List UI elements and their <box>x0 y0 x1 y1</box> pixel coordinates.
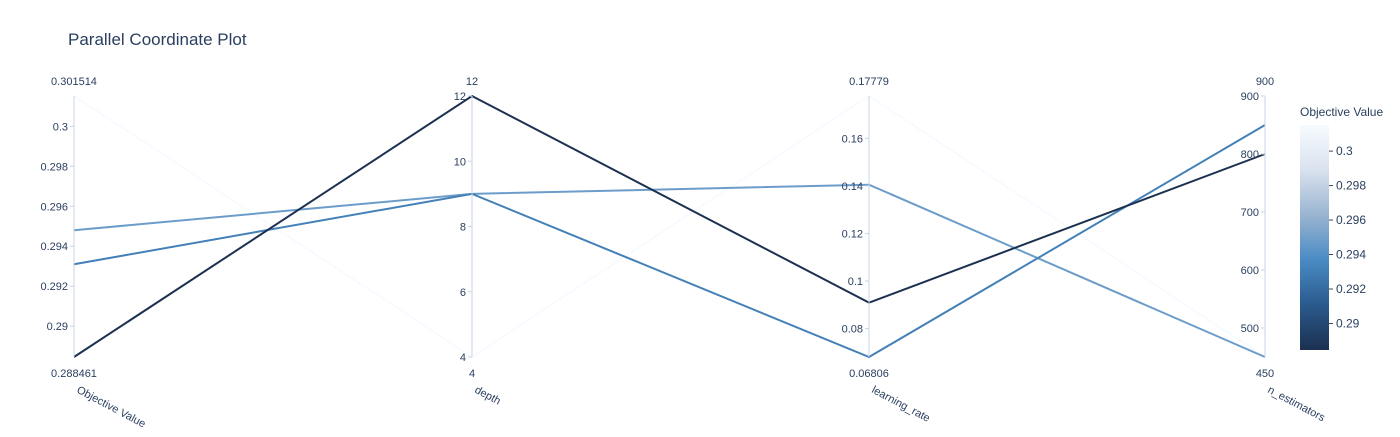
axis-tick-label: 12 <box>454 91 466 103</box>
axis-label: learning_rate <box>870 384 932 425</box>
axis-tick-label: 6 <box>460 287 466 299</box>
data-line-2 <box>73 183 1266 358</box>
axis-range-min: 0.06806 <box>849 368 889 380</box>
axis-range-min: 4 <box>469 368 475 380</box>
axis-label: n_estimators <box>1266 384 1328 424</box>
axis-tick-label: 0.1 <box>848 276 863 288</box>
colorbar-tick-label: 0.298 <box>1336 179 1366 193</box>
axis-tick-label: 0.14 <box>842 181 863 193</box>
colorbar-gradient <box>1300 125 1329 350</box>
axis-tick-label: 0.298 <box>40 161 68 173</box>
axis-range-max: 12 <box>466 76 478 88</box>
data-line-3 <box>73 124 1266 359</box>
axis-tick-label: 0.12 <box>842 228 863 240</box>
colorbar: Objective Value 0.29 0.292 0.294 0.296 0.298 0… <box>1300 105 1383 350</box>
axis-tick-label: 500 <box>1241 323 1259 335</box>
chart-title: Parallel Coordinate Plot <box>68 30 247 49</box>
axis-tick-label: 800 <box>1241 149 1259 161</box>
axis-tick-label: 10 <box>454 156 466 168</box>
axis-label: depth <box>473 384 503 408</box>
colorbar-tick-label: 0.3 <box>1336 144 1353 158</box>
data-line-4 <box>73 94 1266 358</box>
axis-tick-label: 0.296 <box>40 201 68 213</box>
colorbar-tick-label: 0.294 <box>1336 248 1366 262</box>
axis-tick-label: 8 <box>460 222 466 234</box>
axis-tick-label: 900 <box>1241 91 1259 103</box>
axis-tick-label: 0.294 <box>40 241 68 253</box>
axis-tick-label: 4 <box>460 352 466 364</box>
axis-tick-label: 700 <box>1241 207 1259 219</box>
axis-range-max: 0.17779 <box>849 76 889 88</box>
axis-range-min: 0.288461 <box>51 368 97 380</box>
colorbar-tick-label: 0.296 <box>1336 213 1366 227</box>
colorbar-title: Objective Value <box>1300 105 1383 119</box>
data-line-1 <box>73 94 1266 359</box>
axis-range-max: 0.301514 <box>51 76 97 88</box>
axis-tick-label: 0.16 <box>842 133 863 145</box>
axis-range-max: 900 <box>1256 76 1274 88</box>
axis-tick-label: 0.3 <box>53 121 68 133</box>
data-lines <box>73 94 1266 359</box>
colorbar-tick-label: 0.292 <box>1336 282 1366 296</box>
axis-tick-label: 0.08 <box>842 324 863 336</box>
axis-tick-label: 600 <box>1241 265 1259 277</box>
axis-range-min: 450 <box>1256 368 1274 380</box>
axis-label: Objective Value <box>75 384 148 430</box>
axis-tick-label: 0.292 <box>40 281 68 293</box>
colorbar-tick-label: 0.29 <box>1336 316 1360 330</box>
axis-tick-label: 0.29 <box>47 321 68 333</box>
